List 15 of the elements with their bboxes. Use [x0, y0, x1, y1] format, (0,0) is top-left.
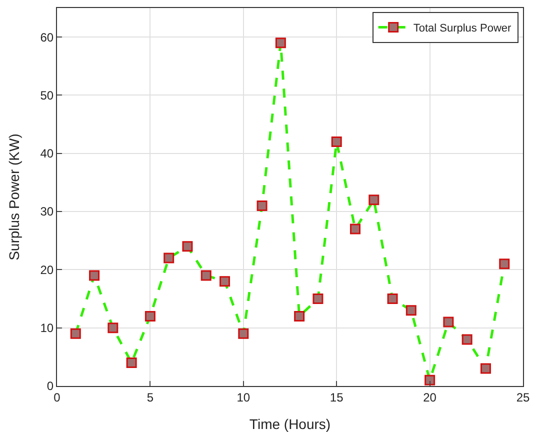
y-tick-label: 20 — [40, 262, 54, 277]
y-tick-label: 60 — [40, 30, 54, 44]
x-tick-label: 5 — [146, 390, 154, 404]
x-tick-label: 20 — [423, 390, 437, 404]
x-tick-label: 25 — [516, 390, 530, 404]
y-tick-label: 0 — [46, 379, 54, 394]
y-tick-label: 50 — [40, 88, 54, 102]
legend-label: Total Surplus Power — [413, 22, 512, 35]
y-tick-label: 10 — [40, 321, 54, 336]
x-tick-label: 15 — [330, 390, 344, 404]
y-tick-label: 40 — [40, 146, 54, 161]
x-axis-title: Time (Hours) — [249, 416, 331, 432]
y-tick-label: 30 — [40, 204, 54, 219]
x-tick-label: 10 — [236, 390, 250, 404]
y-axis-title: Surplus Power (KW) — [6, 134, 22, 260]
